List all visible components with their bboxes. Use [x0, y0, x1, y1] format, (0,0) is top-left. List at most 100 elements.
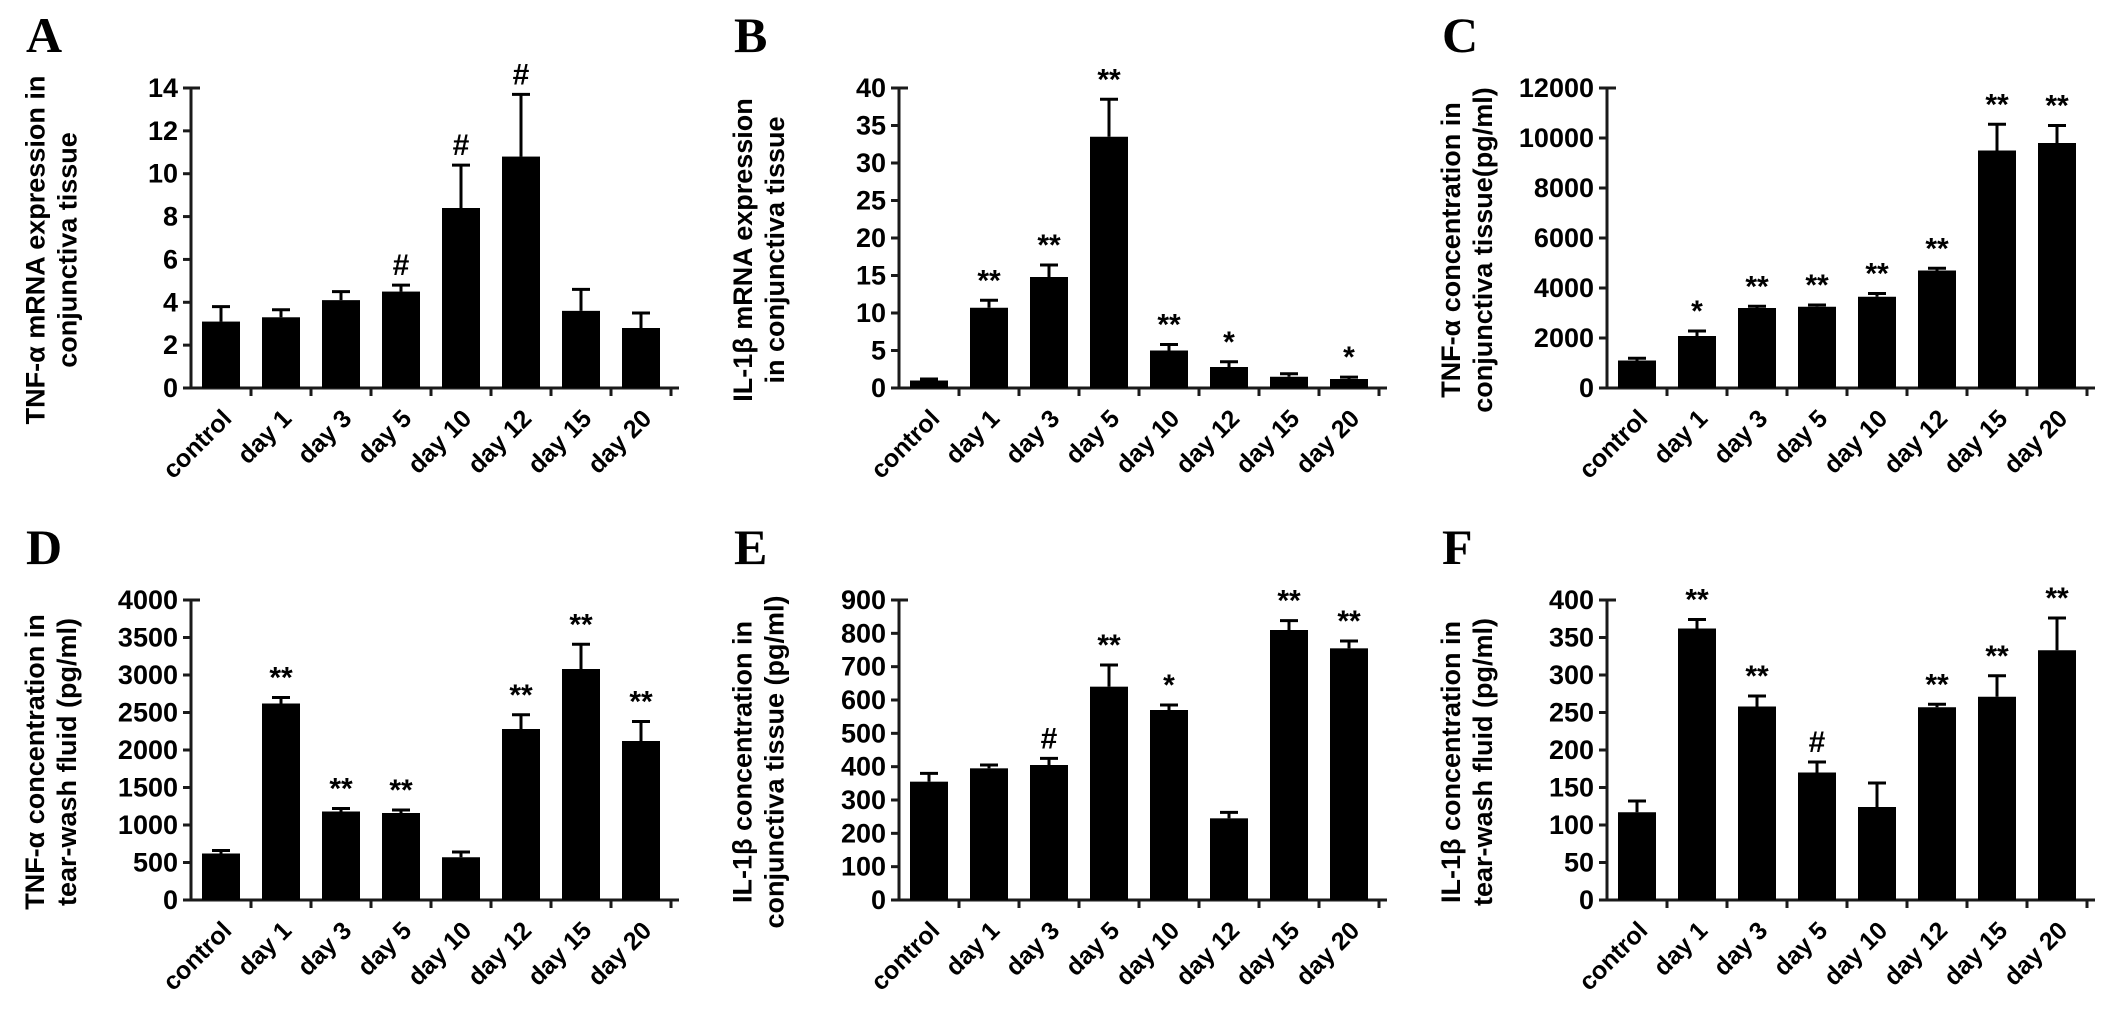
bar-day-12: [1918, 270, 1956, 388]
y-tick-label: 8000: [1534, 173, 1594, 203]
x-tick-label: control: [1574, 916, 1654, 996]
panel-letter: D: [26, 519, 63, 575]
panel-letter: A: [26, 7, 63, 63]
y-axis-label-text: TNF-α concentration in tear-wash fluid (…: [19, 614, 83, 910]
bar-day-1: [262, 317, 300, 388]
y-tick-label: 300: [841, 785, 886, 815]
y-axis-label-text: IL-1β concentration in conjunctiva tissu…: [727, 595, 791, 928]
y-tick-label: 2000: [118, 735, 178, 765]
bar-control: [202, 853, 240, 900]
x-tick-label: day 12: [1170, 916, 1245, 991]
bar-day-5: [1090, 686, 1128, 900]
y-axis-label: TNF-α concentration in tear-wash fluid (…: [14, 552, 88, 972]
x-tick-label: day 20: [1998, 404, 2073, 479]
significance-marker: **: [509, 679, 533, 712]
bar-day-1: [970, 768, 1008, 900]
y-tick-label: 4000: [1534, 273, 1594, 303]
bar-day-15: [1270, 630, 1308, 900]
y-tick-label: 3500: [118, 623, 178, 653]
y-tick-label: 900: [841, 585, 886, 615]
x-tick-label: day 20: [582, 916, 657, 991]
bar-control: [910, 781, 948, 900]
panel-E: E IL-1β concentration in conjunctiva tis…: [708, 512, 1416, 1024]
bar-day-20: [622, 741, 660, 900]
bar-day-12: [502, 729, 540, 900]
y-tick-label: 400: [841, 752, 886, 782]
significance-marker: **: [1277, 585, 1301, 618]
significance-marker: **: [1865, 258, 1889, 291]
y-axis-label-line: TNF-α mRNA expression in: [20, 75, 51, 425]
bar-day-3: [1030, 765, 1068, 900]
panel-letter: E: [734, 519, 768, 575]
x-tick-label: day 12: [462, 404, 537, 479]
significance-marker: **: [1157, 309, 1181, 342]
significance-marker: *: [1163, 669, 1175, 702]
bar-chart: 0 500 1000 1500 2000 2500 3000 3500 4000 control *…: [118, 585, 679, 996]
bar-day-3: [1738, 308, 1776, 388]
y-axis-label: IL-1β mRNA expression in conjunctiva tis…: [722, 40, 796, 460]
x-tick-label: day 12: [1170, 404, 1245, 479]
y-axis-label-text: TNF-α concentration in conjunctiva tissu…: [1435, 87, 1499, 413]
significance-marker: **: [1805, 269, 1829, 302]
significance-marker: **: [1097, 629, 1121, 662]
x-tick-label: control: [1574, 404, 1654, 484]
significance-marker: #: [453, 129, 470, 162]
bar-control: [202, 321, 240, 388]
significance-marker: **: [977, 264, 1001, 297]
x-tick-label: day 3: [1000, 404, 1065, 469]
y-axis-label-line: IL-1β concentration in: [728, 621, 759, 904]
y-tick-label: 30: [856, 148, 886, 178]
bar-day-1: [1678, 628, 1716, 900]
panel-C: C TNF-α concentration in conjunctiva tis…: [1416, 0, 2124, 512]
x-tick-label: day 20: [1290, 404, 1365, 479]
y-axis-label-line: TNF-α concentration in: [1436, 102, 1467, 398]
panel-letter: C: [1442, 7, 1479, 63]
significance-marker: **: [629, 686, 653, 719]
y-tick-label: 15: [856, 261, 886, 291]
significance-marker: **: [1685, 584, 1709, 617]
y-tick-label: 6: [163, 244, 178, 274]
x-tick-label: day 3: [292, 404, 357, 469]
bar-day-20: [2038, 143, 2076, 388]
y-tick-label: 4000: [118, 585, 178, 615]
y-axis-label: TNF-α concentration in conjunctiva tissu…: [1430, 40, 1504, 460]
y-tick-label: 700: [841, 652, 886, 682]
y-axis-label-text: IL-1β concentration in tear-wash fluid (…: [1435, 618, 1499, 906]
y-axis-label-line: conjunctiva tissue(pg/ml): [1468, 87, 1499, 413]
bar-day-1: [262, 703, 300, 900]
y-tick-label: 200: [841, 818, 886, 848]
x-tick-label: day 10: [1818, 404, 1893, 479]
bar-chart: 0 2000 4000 6000 8000 10000 12000 control * day 1…: [1519, 73, 2095, 484]
y-tick-label: 1000: [118, 810, 178, 840]
y-axis-label: IL-1β concentration in tear-wash fluid (…: [1430, 552, 1504, 972]
x-tick-label: day 3: [1000, 916, 1065, 981]
bar-day-3: [322, 811, 360, 900]
y-tick-label: 3000: [118, 660, 178, 690]
bar-control: [910, 380, 948, 388]
y-tick-label: 50: [1564, 848, 1594, 878]
x-tick-label: day 10: [1818, 916, 1893, 991]
y-tick-label: 20: [856, 223, 886, 253]
significance-marker: #: [393, 249, 410, 282]
y-axis-label-line: IL-1β mRNA expression: [728, 98, 758, 402]
x-tick-label: day 20: [1290, 916, 1365, 991]
y-tick-label: 12: [148, 116, 178, 146]
bar-day-20: [622, 328, 660, 388]
significance-marker: **: [2045, 90, 2069, 123]
x-tick-label: control: [866, 404, 946, 484]
y-tick-label: 400: [1549, 585, 1594, 615]
y-tick-label: 6000: [1534, 223, 1594, 253]
y-tick-label: 150: [1549, 773, 1594, 803]
significance-marker: **: [389, 774, 413, 807]
y-tick-label: 2000: [1534, 323, 1594, 353]
bar-day-5: [382, 813, 420, 900]
bar-day-10: [442, 857, 480, 900]
bar-day-1: [970, 307, 1008, 388]
bar-day-12: [502, 156, 540, 388]
significance-marker: **: [329, 773, 353, 806]
bar-day-15: [562, 669, 600, 900]
bar-day-10: [1858, 296, 1896, 388]
